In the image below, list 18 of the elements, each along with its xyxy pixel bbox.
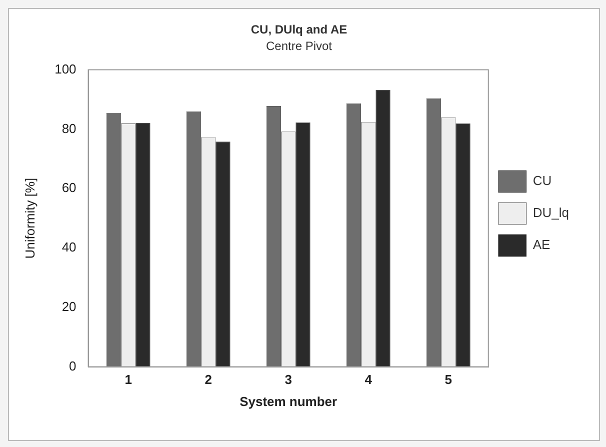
y-tick-label: 80 (62, 120, 76, 136)
chart-subtitle: Centre Pivot (266, 38, 333, 53)
legend-label: CU (532, 173, 552, 188)
x-axis-title: System number (240, 394, 338, 409)
x-tick-label: 2 (204, 372, 212, 388)
y-tick-label: 20 (62, 298, 76, 314)
y-axis-title: Uniformity [%] (22, 178, 38, 259)
x-tick-label: 3 (284, 372, 292, 388)
y-tick-label: 60 (62, 180, 76, 196)
y-tick-label: 0 (69, 358, 76, 374)
legend-label: AE (532, 237, 551, 252)
y-tick-label: 40 (62, 240, 76, 255)
legend-label: DU_lq (532, 205, 569, 220)
x-tick-label: 1 (124, 372, 132, 388)
y-tick-label: 100 (54, 61, 76, 76)
x-tick-label: 5 (444, 372, 452, 388)
chart-title: CU, DUlq and AE (250, 22, 348, 37)
x-tick-label: 4 (364, 372, 373, 388)
